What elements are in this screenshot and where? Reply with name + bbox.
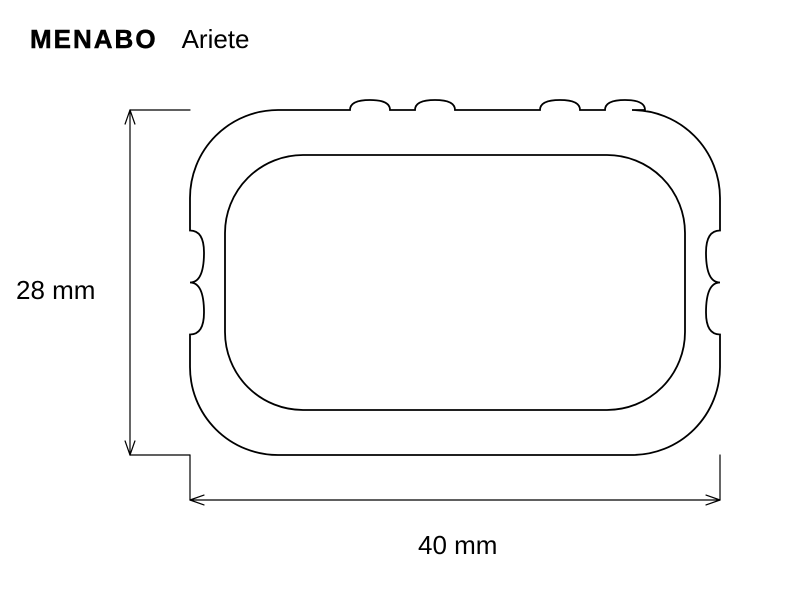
height-dimension-label: 28 mm [16, 275, 95, 306]
width-dimension-label: 40 mm [418, 530, 497, 561]
technical-drawing-svg [0, 0, 800, 600]
diagram-canvas: MENABO Ariete 28 mm 40 mm [0, 0, 800, 600]
